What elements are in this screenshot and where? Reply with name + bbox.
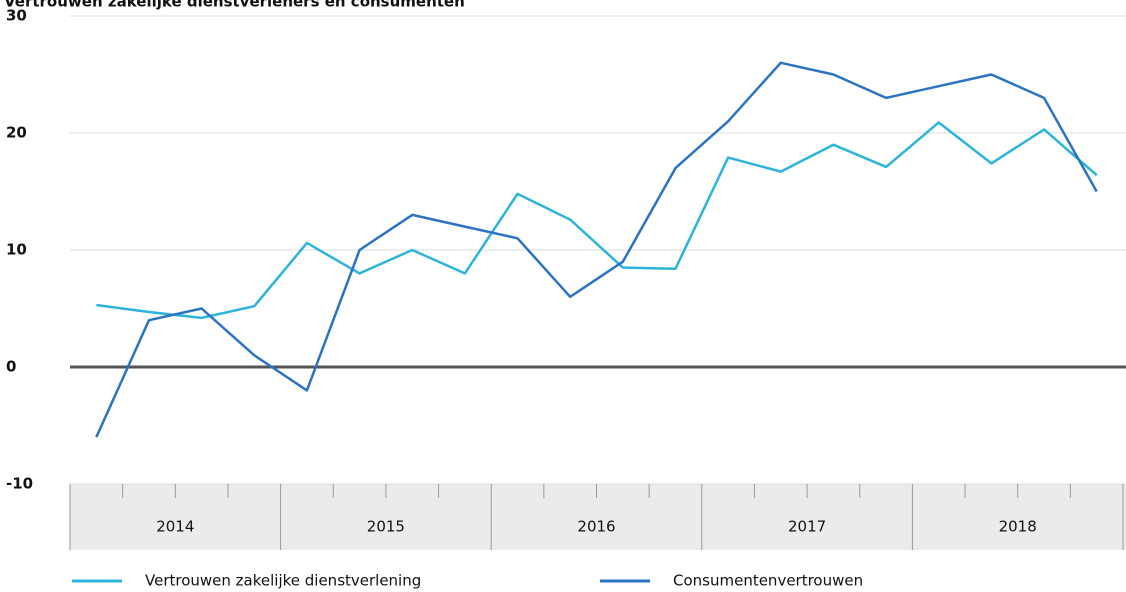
y-tick-label: -10 bbox=[6, 475, 33, 493]
y-tick-label: 20 bbox=[6, 124, 27, 142]
chart-title: Vertrouwen zakelijke dienstverleners en … bbox=[4, 0, 465, 11]
legend-label: Vertrouwen zakelijke dienstverlening bbox=[145, 572, 421, 590]
x-tick-label: 2014 bbox=[156, 518, 194, 536]
y-tick-label: 30 bbox=[6, 7, 27, 25]
x-tick-label: 2018 bbox=[999, 518, 1037, 536]
x-tick-label: 2015 bbox=[367, 518, 405, 536]
x-tick-label: 2016 bbox=[577, 518, 615, 536]
series-line bbox=[96, 121, 1098, 320]
legend-label: Consumentenvertrouwen bbox=[673, 572, 863, 590]
x-axis-band bbox=[70, 484, 1126, 550]
series-line bbox=[95, 61, 1098, 438]
x-tick-label: 2017 bbox=[788, 518, 826, 536]
y-tick-label: 0 bbox=[6, 358, 16, 376]
y-tick-label: 10 bbox=[6, 241, 27, 259]
